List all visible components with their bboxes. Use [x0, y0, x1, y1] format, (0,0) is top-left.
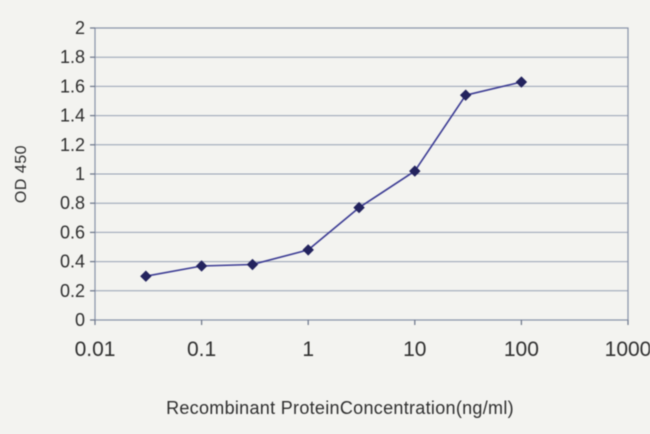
data-point-marker: [459, 89, 472, 101]
y-tick-label: 0: [75, 310, 85, 330]
y-tick-label: 0.4: [60, 252, 85, 272]
data-point-marker: [246, 258, 259, 271]
y-tick-label: 0.8: [60, 193, 85, 213]
y-tick-label: 1: [75, 164, 85, 184]
data-point-marker: [140, 270, 152, 282]
y-tick-label: 1.6: [60, 76, 85, 96]
y-tick-label: 1.2: [60, 135, 85, 155]
series-line: [145, 81, 522, 277]
x-tick-label: 10: [403, 338, 426, 361]
data-point-marker: [302, 244, 314, 256]
data-point-marker: [353, 201, 365, 214]
y-tick-label: 0.2: [60, 281, 85, 301]
x-tick-label: 100: [504, 338, 539, 361]
y-tick-label: 0.6: [60, 222, 85, 242]
x-tick-label: 0.01: [75, 338, 116, 361]
data-point-marker: [195, 260, 208, 272]
x-tick-label: 0.1: [187, 338, 216, 361]
data-point-marker: [409, 165, 421, 177]
y-axis-title: OD 450: [13, 144, 30, 204]
x-tick-label: 1: [302, 338, 314, 361]
y-tick-label: 2: [75, 18, 85, 38]
y-tick-label: 1.8: [60, 47, 85, 67]
data-point-marker: [515, 76, 528, 88]
y-tick-label: 1.4: [60, 106, 85, 126]
x-axis-title: Recombinant ProteinConcentration(ng/ml): [166, 398, 514, 418]
x-tick-label: 1000: [605, 338, 650, 361]
